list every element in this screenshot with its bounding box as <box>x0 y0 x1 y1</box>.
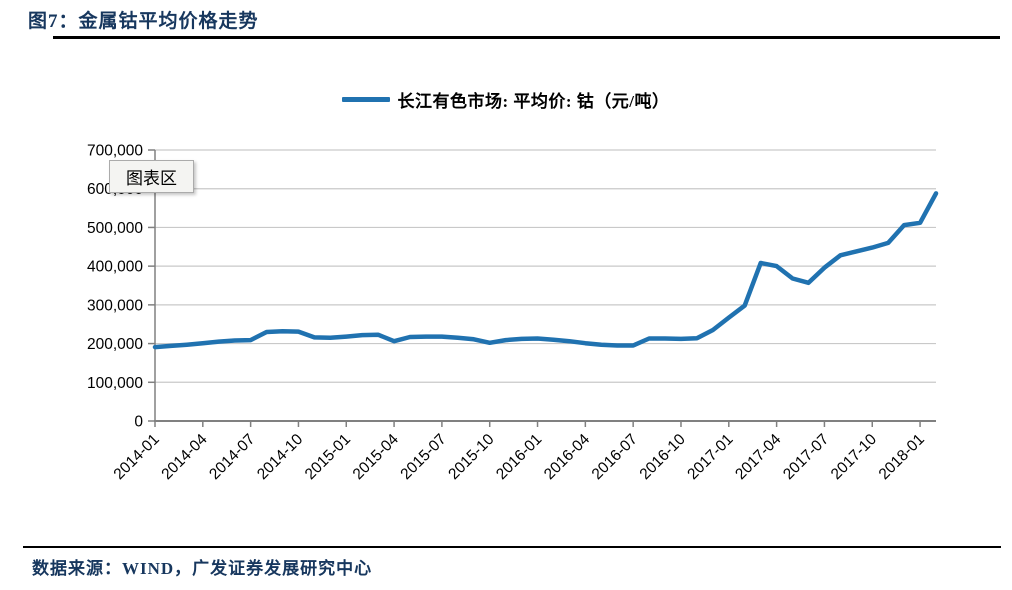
legend-line-swatch <box>342 96 391 102</box>
x-axis-label: 2018-01 <box>876 431 928 483</box>
y-axis-label: 100,000 <box>87 375 143 392</box>
footer-divider <box>23 546 1001 548</box>
x-axis-label: 2014-10 <box>254 431 307 484</box>
x-axis-label: 2016-10 <box>637 431 690 484</box>
legend-label: 长江有色市场: 平均价: 钴（元/吨） <box>397 91 670 111</box>
x-axis-label: 2014-01 <box>111 431 163 483</box>
chart-plot-area[interactable] <box>155 150 936 421</box>
x-axis-label: 2015-01 <box>302 431 354 483</box>
x-axis-label: 2017-01 <box>684 431 736 483</box>
chart-legend[interactable]: 长江有色市场: 平均价: 钴（元/吨） <box>0 84 1012 114</box>
price-line <box>152 191 939 350</box>
x-axis-label: 2015-07 <box>397 431 449 483</box>
chart-area-tooltip-label: 图表区 <box>126 169 177 188</box>
data-source: 数据来源：WIND，广发证券发展研究中心 <box>32 559 373 578</box>
y-axis-label: 500,000 <box>87 220 143 237</box>
x-axis-label: 2014-07 <box>206 431 258 483</box>
x-axis-label: 2015-10 <box>445 431 498 484</box>
x-axis-label: 2016-07 <box>589 431 641 483</box>
y-axis-label: 700,000 <box>87 143 143 160</box>
y-axis-label: 400,000 <box>87 259 143 276</box>
x-axis-label: 2015-04 <box>350 431 403 484</box>
y-axis-label: 300,000 <box>87 297 143 314</box>
y-axis-label: 0 <box>134 414 143 431</box>
x-axis-label: 2014-04 <box>158 431 211 484</box>
figure-title: 图7：金属钴平均价格走势 <box>28 11 259 32</box>
x-axis-label: 2016-04 <box>541 431 594 484</box>
title-divider <box>53 36 1000 39</box>
y-axis-label: 200,000 <box>87 336 143 353</box>
x-axis-label: 2017-07 <box>780 431 832 483</box>
x-axis-label: 2017-04 <box>732 431 785 484</box>
x-axis-label: 2016-01 <box>493 431 545 483</box>
chart-area-tooltip: 图表区 <box>109 160 194 193</box>
x-axis-label: 2017-10 <box>828 431 881 484</box>
